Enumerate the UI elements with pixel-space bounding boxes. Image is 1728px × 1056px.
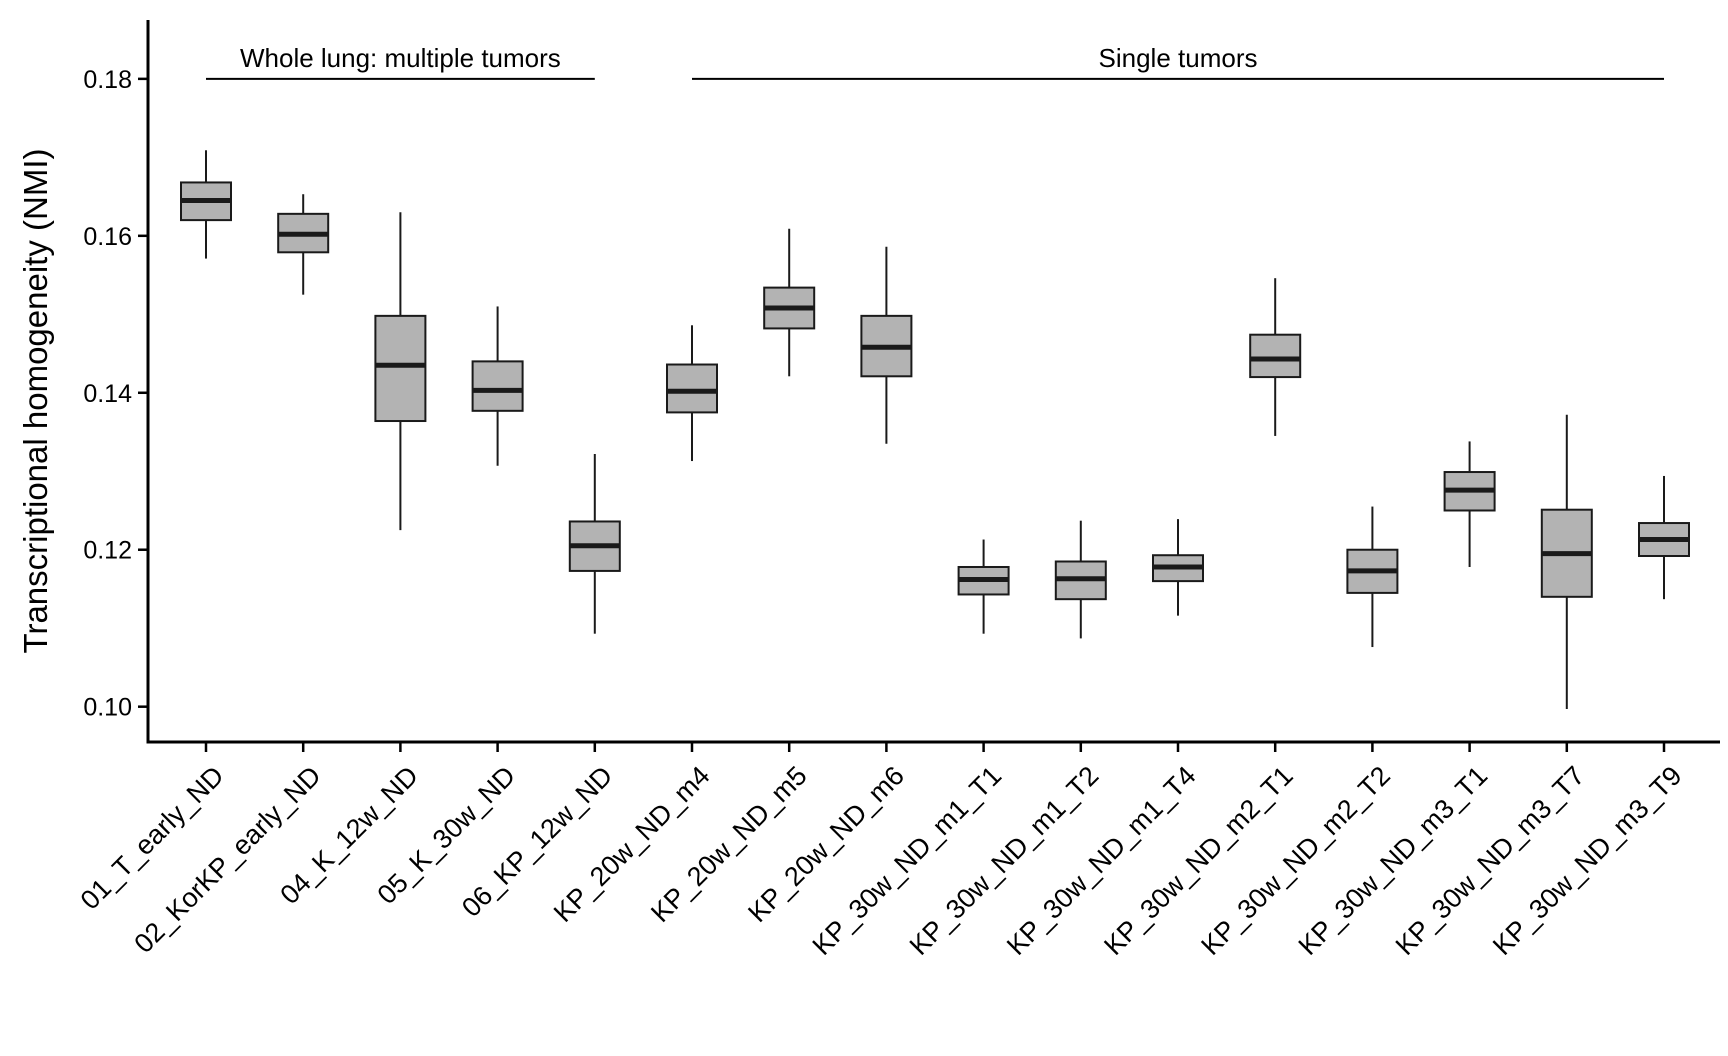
box-KP_30w_ND_m1_T4 xyxy=(1152,519,1204,616)
y-tick-label: 0.16 xyxy=(83,223,132,251)
box-KP_30w_ND_m3_T1 xyxy=(1443,441,1496,567)
plot-area xyxy=(180,150,1690,710)
box-iqr xyxy=(471,360,524,412)
group-annotations: Whole lung: multiple tumors Single tumors xyxy=(206,43,1664,80)
box-02_KorKP_early_ND xyxy=(277,194,330,295)
box-04_K_12w_ND xyxy=(374,212,427,531)
box-KP_30w_ND_m2_T2 xyxy=(1346,506,1399,648)
x-tick-label: KP_30w_ND_m3_T9 xyxy=(1487,760,1688,961)
box-KP_30w_ND_m1_T2 xyxy=(1054,520,1107,639)
box-iqr xyxy=(666,363,718,414)
x-tick-label: KP_30w_ND_m1_T2 xyxy=(904,760,1105,961)
box-KP_30w_ND_m3_T7 xyxy=(1540,414,1593,710)
y-axis-label: Transcriptional homogeneity (NMI) xyxy=(17,149,54,654)
y-tick-label: 0.14 xyxy=(83,380,132,408)
box-01_T_early_ND xyxy=(180,150,232,259)
x-tick-label: KP_30w_ND_m1_T1 xyxy=(807,760,1008,961)
box-KP_20w_ND_m6 xyxy=(860,246,913,444)
box-06_KP_12w_ND xyxy=(568,453,621,634)
box-iqr xyxy=(1249,333,1302,379)
y-tick-label: 0.10 xyxy=(83,694,132,722)
x-axis-ticks: 01_T_early_ND02_KorKP_early_ND04_K_12w_N… xyxy=(75,742,1688,961)
x-tick-label: KP_30w_ND_m2_T2 xyxy=(1195,760,1396,961)
x-tick-label: KP_30w_ND_m3_T7 xyxy=(1390,760,1591,961)
x-tick-label: KP_30w_ND_m2_T1 xyxy=(1098,760,1299,961)
box-iqr xyxy=(374,314,427,423)
group-label: Whole lung: multiple tumors xyxy=(240,43,561,73)
y-axis-ticks: 0.10 0.12 0.14 0.16 0.18 xyxy=(83,66,148,722)
box-KP_30w_ND_m1_T1 xyxy=(957,539,1010,634)
box-KP_30w_ND_m3_T9 xyxy=(1638,475,1690,600)
y-tick-label: 0.12 xyxy=(83,537,132,565)
box-KP_20w_ND_m5 xyxy=(763,228,816,377)
group-label: Single tumors xyxy=(1099,43,1258,73)
box-KP_30w_ND_m2_T1 xyxy=(1249,278,1302,436)
x-tick-label: 02_KorKP_early_ND xyxy=(128,760,326,958)
x-tick-label: KP_30w_ND_m3_T1 xyxy=(1293,760,1494,961)
box-KP_20w_ND_m4 xyxy=(666,325,718,462)
box-05_K_30w_ND xyxy=(471,306,524,466)
y-tick-label: 0.18 xyxy=(83,66,132,94)
x-tick-label: KP_30w_ND_m1_T4 xyxy=(1001,760,1202,961)
